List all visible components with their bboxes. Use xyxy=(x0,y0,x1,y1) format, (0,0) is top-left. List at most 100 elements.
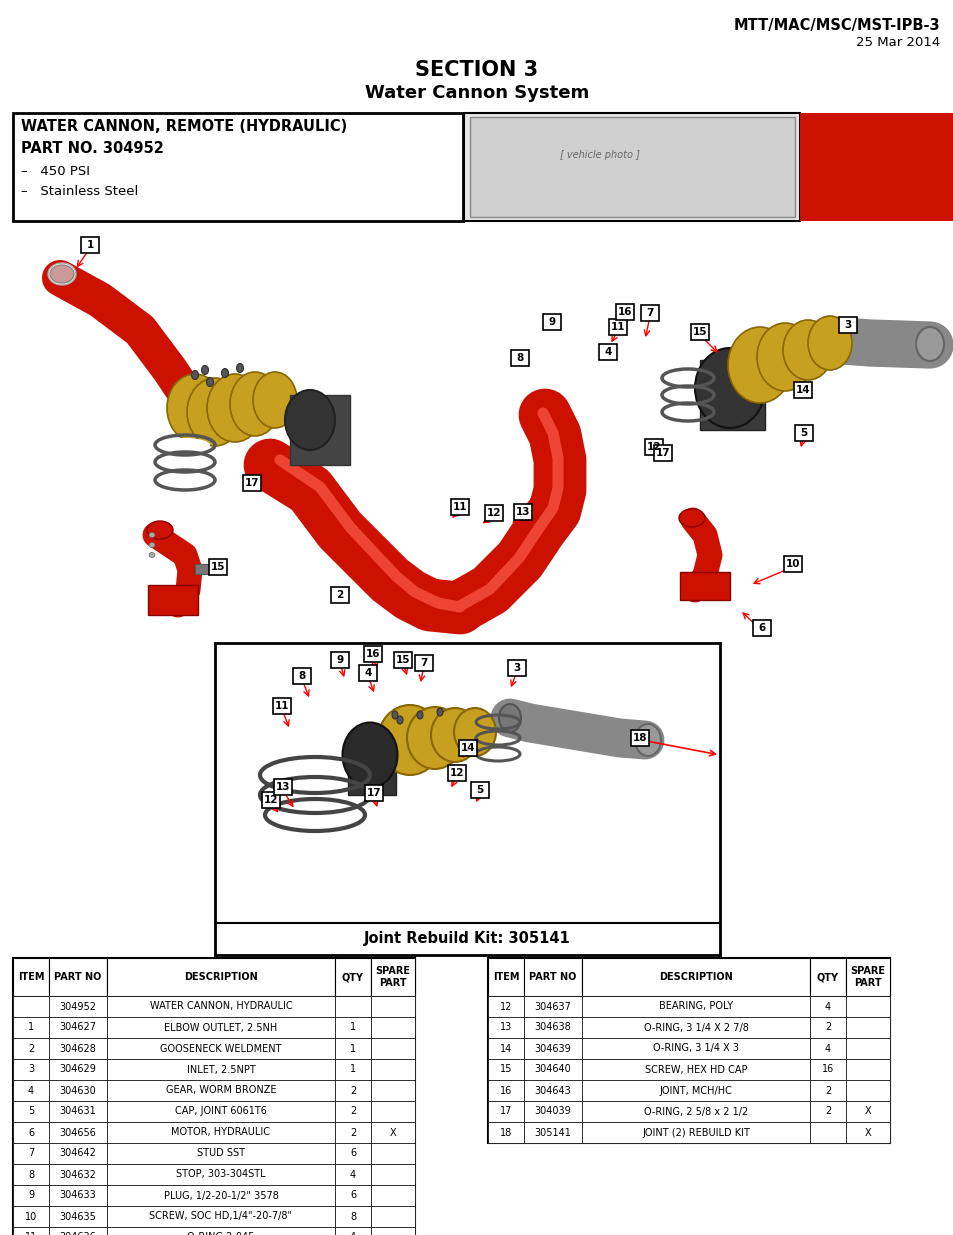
Ellipse shape xyxy=(498,704,520,732)
Text: 304640: 304640 xyxy=(534,1065,571,1074)
Text: 6: 6 xyxy=(758,622,765,634)
Bar xyxy=(644,438,662,454)
Bar xyxy=(463,112,800,221)
Bar xyxy=(514,504,532,520)
Bar xyxy=(581,1123,809,1144)
Bar xyxy=(49,1144,107,1165)
Bar xyxy=(49,1079,107,1100)
Bar xyxy=(608,319,626,335)
Bar xyxy=(371,1228,415,1235)
Bar xyxy=(809,958,845,995)
Bar xyxy=(523,1016,581,1037)
Bar xyxy=(49,995,107,1016)
Text: 304639: 304639 xyxy=(534,1044,571,1053)
Text: ITEM: ITEM xyxy=(18,972,44,982)
Text: 304633: 304633 xyxy=(59,1191,96,1200)
Text: –   Stainless Steel: – Stainless Steel xyxy=(21,185,138,198)
Ellipse shape xyxy=(221,368,229,378)
Bar xyxy=(809,1100,845,1123)
Ellipse shape xyxy=(167,374,223,442)
Bar xyxy=(335,1186,371,1207)
Bar xyxy=(13,1165,49,1186)
Bar xyxy=(335,1037,371,1058)
Bar xyxy=(581,1058,809,1079)
Ellipse shape xyxy=(392,711,397,719)
Text: 15: 15 xyxy=(395,655,410,664)
Bar xyxy=(335,1123,371,1144)
Bar xyxy=(13,1207,49,1228)
Text: SPARE
PART: SPARE PART xyxy=(375,966,410,988)
Text: 9: 9 xyxy=(336,655,343,664)
Bar xyxy=(630,730,648,746)
Bar xyxy=(273,698,291,714)
Text: 4: 4 xyxy=(824,1002,830,1011)
Text: 12: 12 xyxy=(449,768,464,778)
Ellipse shape xyxy=(757,324,812,391)
Text: JOINT, MCH/HC: JOINT, MCH/HC xyxy=(659,1086,732,1095)
Ellipse shape xyxy=(915,327,943,361)
Ellipse shape xyxy=(206,378,213,387)
Text: 17: 17 xyxy=(366,788,381,798)
Bar xyxy=(371,1079,415,1100)
Bar xyxy=(800,112,953,221)
Text: 305141: 305141 xyxy=(534,1128,571,1137)
Bar xyxy=(335,1228,371,1235)
Bar xyxy=(371,1123,415,1144)
Text: 1: 1 xyxy=(28,1023,34,1032)
Bar xyxy=(523,995,581,1016)
Text: 11: 11 xyxy=(453,501,467,513)
Text: 304631: 304631 xyxy=(59,1107,96,1116)
Text: DESCRIPTION: DESCRIPTION xyxy=(659,972,732,982)
Bar xyxy=(290,395,350,466)
Bar xyxy=(371,1186,415,1207)
Bar xyxy=(335,958,371,995)
Bar xyxy=(49,1186,107,1207)
Ellipse shape xyxy=(50,266,74,283)
Text: 304643: 304643 xyxy=(534,1086,571,1095)
Text: 14: 14 xyxy=(795,385,809,395)
Bar xyxy=(470,117,794,217)
Text: 14: 14 xyxy=(499,1044,512,1053)
Bar xyxy=(448,764,465,781)
Text: 304952: 304952 xyxy=(59,1002,96,1011)
Text: 1: 1 xyxy=(350,1065,355,1074)
Text: X: X xyxy=(863,1107,870,1116)
Text: 2: 2 xyxy=(350,1107,355,1116)
Bar xyxy=(488,958,523,995)
Text: 6: 6 xyxy=(28,1128,34,1137)
Bar xyxy=(371,1165,415,1186)
Text: 1: 1 xyxy=(350,1023,355,1032)
Ellipse shape xyxy=(207,374,263,442)
Ellipse shape xyxy=(695,348,764,429)
Text: O-RING 2-045: O-RING 2-045 xyxy=(187,1233,254,1235)
Bar xyxy=(471,782,489,798)
Text: 11: 11 xyxy=(274,701,289,711)
Ellipse shape xyxy=(147,521,172,538)
Text: 17: 17 xyxy=(655,448,670,458)
Text: INLET, 2.5NPT: INLET, 2.5NPT xyxy=(187,1065,255,1074)
Text: 14: 14 xyxy=(460,743,475,753)
Bar xyxy=(484,505,502,521)
Bar xyxy=(488,1058,523,1079)
Text: 4: 4 xyxy=(350,1170,355,1179)
Bar xyxy=(394,652,412,668)
Bar xyxy=(371,1058,415,1079)
Text: Water Cannon System: Water Cannon System xyxy=(364,84,589,103)
Bar xyxy=(581,958,809,995)
Bar xyxy=(335,995,371,1016)
Bar xyxy=(488,1100,523,1123)
Bar xyxy=(845,1079,889,1100)
Text: CAP, JOINT 6061T6: CAP, JOINT 6061T6 xyxy=(175,1107,267,1116)
Text: 18: 18 xyxy=(632,734,646,743)
Bar xyxy=(523,1037,581,1058)
Bar xyxy=(13,112,462,221)
Text: QTY: QTY xyxy=(816,972,838,982)
Bar xyxy=(335,1144,371,1165)
Bar xyxy=(523,1058,581,1079)
Text: Joint Rebuild Kit: 305141: Joint Rebuild Kit: 305141 xyxy=(364,931,570,946)
Bar xyxy=(793,382,811,398)
Text: 5: 5 xyxy=(28,1107,34,1116)
Text: 304638: 304638 xyxy=(534,1023,571,1032)
Bar xyxy=(13,1037,49,1058)
Ellipse shape xyxy=(431,708,478,762)
